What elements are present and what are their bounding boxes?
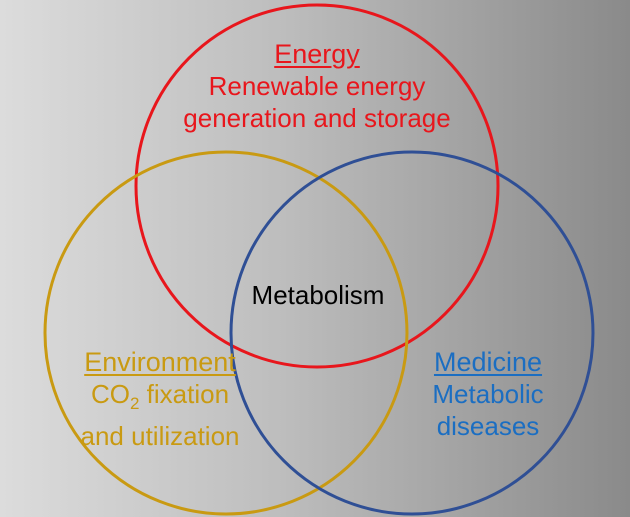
co2-subscript: 2 [129,394,140,414]
energy-circle [134,3,500,369]
medicine-line-1: Metabolic [432,379,544,409]
medicine-heading: Medicine [433,347,543,377]
co2-prefix: CO [90,379,130,409]
metabolism-label: Metabolism [251,280,385,310]
energy-line-2: generation and storage [183,103,451,133]
fixation-text: fixation [139,379,230,409]
energy-label: Energy Renewable energy generation and s… [150,38,484,134]
environment-line-1: CO2 fixation [40,378,280,420]
environment-circle [43,150,409,516]
medicine-line-2: diseases [436,411,540,441]
energy-line-1: Renewable energy [208,71,426,101]
energy-heading: Energy [274,39,360,69]
environment-line-2: and utilization [80,421,240,452]
environment-heading: Environment [84,347,236,377]
environment-label: Environment CO2 fixation and utilization [40,346,280,452]
medicine-label: Medicine Metabolic diseases [398,346,578,442]
medicine-circle [229,150,595,516]
